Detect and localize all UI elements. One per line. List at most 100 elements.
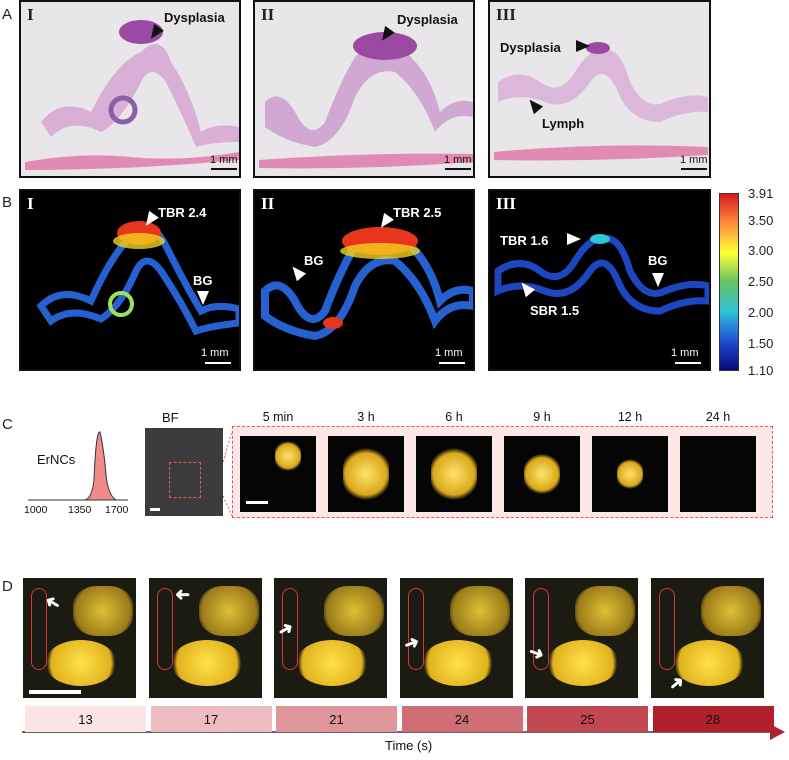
fl-section-3 [494,234,709,315]
fl-section-1 [36,221,239,336]
video-frame: ➜ [399,578,513,698]
vessel-signal [575,586,635,636]
video-frame: ➜ [148,578,262,698]
vessel-signal [700,586,761,636]
heart-signal [421,640,494,686]
roi-outline [282,588,298,670]
colorbar-tick: 1.50 [748,336,774,351]
he-3-scale-label: 1 mm [680,154,708,166]
spectrum-tick: 1000 [24,504,48,516]
video-frame: ➜ [274,578,387,698]
time-cell: 25 [527,706,648,732]
fl-3-scale-bar [675,362,701,364]
colorbar [719,193,739,371]
he-3-lymph-label: Lymph [542,116,585,131]
he-2-dysplasia-label: Dysplasia [397,12,458,27]
heart-signal [170,640,243,686]
zoom-lines [223,427,234,519]
colorbar-tick: 3.91 [748,186,774,201]
frame-scale-bar [29,690,81,694]
frame-time-label: 6 h [445,410,463,424]
timelapse-frame [504,436,580,512]
he-section-3 [494,42,708,161]
fl-2-bg-label: BG [304,253,324,268]
time-cell: 21 [276,706,397,732]
vessel-signal [198,586,259,636]
arrowhead-icon [576,40,590,52]
colorbar-tick: 3.00 [748,243,774,258]
panel-letter-a: A [2,6,13,23]
fl-1-tbr-label: TBR 2.4 [158,205,207,220]
fl-3-scale-label: 1 mm [671,347,699,359]
frame-time-label: 5 min [262,410,294,424]
video-frame: ➜ [23,578,136,698]
fluorescence-signal [274,441,302,471]
timelapse-frame [680,436,756,512]
he-2-scale-label: 1 mm [444,154,472,166]
he-tile-2: II Dysplasia 1 mm [253,0,475,178]
he-tile-1-roman: I [27,5,34,24]
frame-time-label: 3 h [357,410,375,424]
spectrum-tick: 1350 [68,504,92,516]
fluorescence-signal [616,459,644,489]
timelapse-frame [240,436,316,512]
he-tile-2-roman: II [261,5,275,24]
fl-tile-3: III TBR 1.6 BG SBR 1.5 1 mm [488,189,711,371]
he-tile-3: III Dysplasia Lymph 1 mm [488,0,711,178]
colorbar-tick: 2.50 [748,274,774,289]
he-2-scale-bar [445,168,471,170]
colorbar-tick: 3.50 [748,213,774,228]
fl-2-scale-label: 1 mm [435,347,463,359]
time-value: 13 [78,711,93,727]
frame-time-label: 24 h [705,410,731,424]
bf-scale-bar [150,508,160,511]
arrowhead-icon [197,291,209,305]
panel-letter-d: D [2,578,13,595]
he-tile-1: I Dysplasia 1 mm [19,0,241,178]
fl-1-bg-label: BG [193,273,213,288]
time-cell: 17 [150,706,272,732]
time-cell: 13 [25,706,146,732]
spectrum-label: ErNCs [37,452,76,467]
he-1-scale-label: 1 mm [210,154,238,166]
time-value: 17 [203,711,219,727]
video-frame: ➜ [525,578,638,698]
colorbar-tick: 1.10 [748,363,774,378]
heart-signal [296,640,368,686]
he-1-dysplasia-label: Dysplasia [164,10,225,25]
fl-tile-1-roman: I [27,194,34,213]
arrowhead-icon [652,273,664,287]
fl-1-scale-bar [205,362,231,364]
he-section-1 [25,20,239,170]
fl-3-bg-label: BG [648,253,668,268]
he-1-scale-bar [211,168,237,170]
frame-scale-bar [246,501,268,504]
fluorescence-signal [524,454,560,494]
panel-letter-b: B [2,194,13,211]
fl-section-2 [261,227,473,341]
timelapse-frame [592,436,668,512]
fl-3-tbr-label: TBR 1.6 [500,233,549,248]
time-value: 25 [580,711,595,727]
heart-signal [45,640,117,686]
panel-letter-c: C [2,416,13,433]
frame-time-label: 12 h [617,410,643,424]
bf-image [145,428,223,516]
bolus-arrow-icon: ➜ [174,585,190,605]
fl-3-sbr-label: SBR 1.5 [530,303,580,318]
video-frame: ➜ [650,578,764,698]
arrowhead-icon [567,233,581,245]
heart-signal [547,640,619,686]
time-value: 21 [329,711,344,727]
vessel-signal [449,586,510,636]
fl-2-tbr-label: TBR 2.5 [393,205,442,220]
fl-tile-3-roman: III [496,194,516,213]
spectrum-tick: 1700 [105,504,129,516]
fl-tile-2: II TBR 2.5 BG 1 mm [253,189,475,371]
roi-outline [31,588,47,670]
he-3-dysplasia-label: Dysplasia [500,40,561,55]
time-value: 24 [454,711,470,727]
roi-outline [156,588,173,670]
time-cell: 24 [401,706,523,732]
bf-label: BF [162,410,179,425]
